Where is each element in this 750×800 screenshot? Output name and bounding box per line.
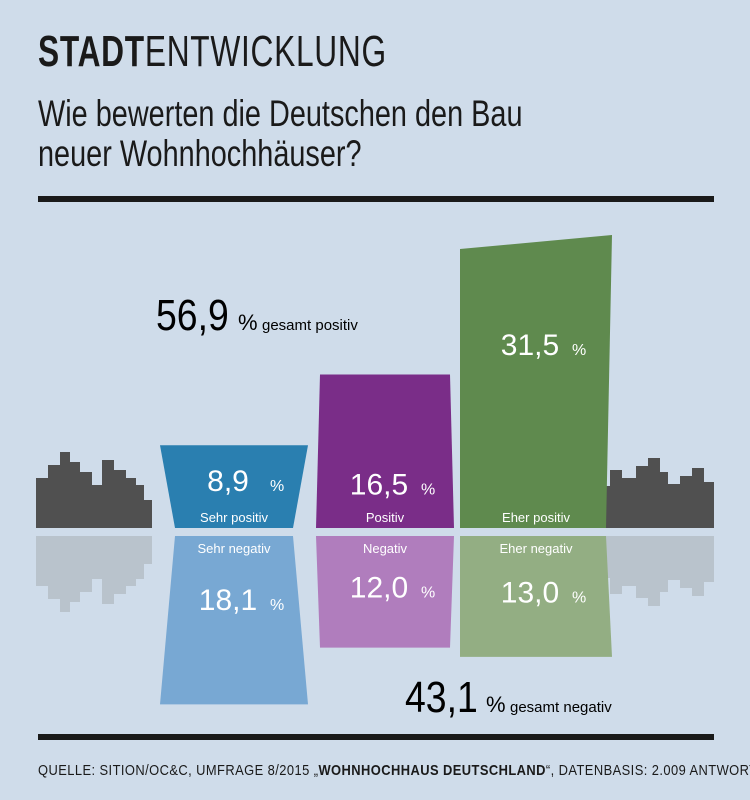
title-line-2: neuer Wohnhochhäuser? [38, 133, 362, 174]
value-label-sehr-positiv: 8,9 [207, 465, 249, 498]
negative-total-value: 43,1 [405, 672, 478, 722]
unit-label-eher-negativ: % [572, 589, 586, 606]
skyline-left-reflection [36, 536, 152, 612]
unit-label-eher-positiv: % [572, 342, 586, 359]
negative-bars: Sehr negativ 18,1 % Negativ 12,0 % Eher negati… [160, 536, 612, 705]
category-label-eher-negativ: Eher negativ [500, 541, 573, 556]
positive-total-value: 56,9 [156, 290, 229, 340]
positive-total-label: gesamt positiv [262, 317, 358, 334]
source-prefix: QUELLE: SITION/OC&C, UMFRAGE 8/2015 „ [38, 762, 319, 779]
negative-total-unit: % [486, 692, 506, 717]
title-line-1: Wie bewerten die Deutschen den Bau [38, 93, 523, 134]
category-label-sehr-positiv: Sehr positiv [200, 510, 268, 525]
kicker-bold: STADT [38, 27, 145, 76]
kicker-light: ENTWICKLUNG [144, 27, 387, 76]
source-suffix: “, DATENBASIS: 2.009 ANTWORTEN [545, 762, 750, 779]
category-label-eher-positiv: Eher positiv [502, 510, 570, 525]
unit-label-sehr-negativ: % [270, 597, 284, 614]
bar-positiv [316, 374, 454, 528]
bar-sehr-negativ [160, 536, 308, 705]
category-label-positiv: Positiv [366, 510, 405, 525]
value-label-eher-negativ: 13,0 [501, 576, 559, 609]
bar-eher-positiv [460, 235, 612, 529]
skyline-right [598, 458, 714, 528]
unit-label-positiv: % [421, 482, 435, 499]
unit-label-negativ: % [421, 584, 435, 601]
source-title: WOHNHOCHHAUS DEUTSCHLAND [318, 762, 546, 779]
source-note: QUELLE: SITION/OC&C, UMFRAGE 8/2015 „WOH… [38, 762, 750, 779]
negative-total-label: gesamt negativ [510, 699, 612, 716]
top-divider [38, 196, 714, 202]
bar-eher-negativ [460, 536, 612, 657]
bottom-divider [38, 734, 714, 740]
page-title: Wie bewerten die Deutschen den Bau neuer… [38, 94, 724, 174]
category-label-negativ: Negativ [363, 541, 408, 556]
value-label-positiv: 16,5 [350, 469, 408, 502]
skyline-right-reflection [598, 536, 714, 606]
positive-total-unit: % [238, 310, 258, 335]
category-label-sehr-negativ: Sehr negativ [198, 541, 271, 556]
bar-sehr-positiv [160, 445, 308, 528]
section-kicker: STADTENTWICKLUNG [38, 30, 387, 74]
unit-label-sehr-positiv: % [270, 478, 284, 495]
value-label-negativ: 12,0 [350, 571, 408, 604]
bar-negativ [316, 536, 454, 648]
value-label-sehr-negativ: 18,1 [199, 584, 257, 617]
value-label-eher-positiv: 31,5 [501, 329, 559, 362]
skyline-left [36, 452, 152, 528]
